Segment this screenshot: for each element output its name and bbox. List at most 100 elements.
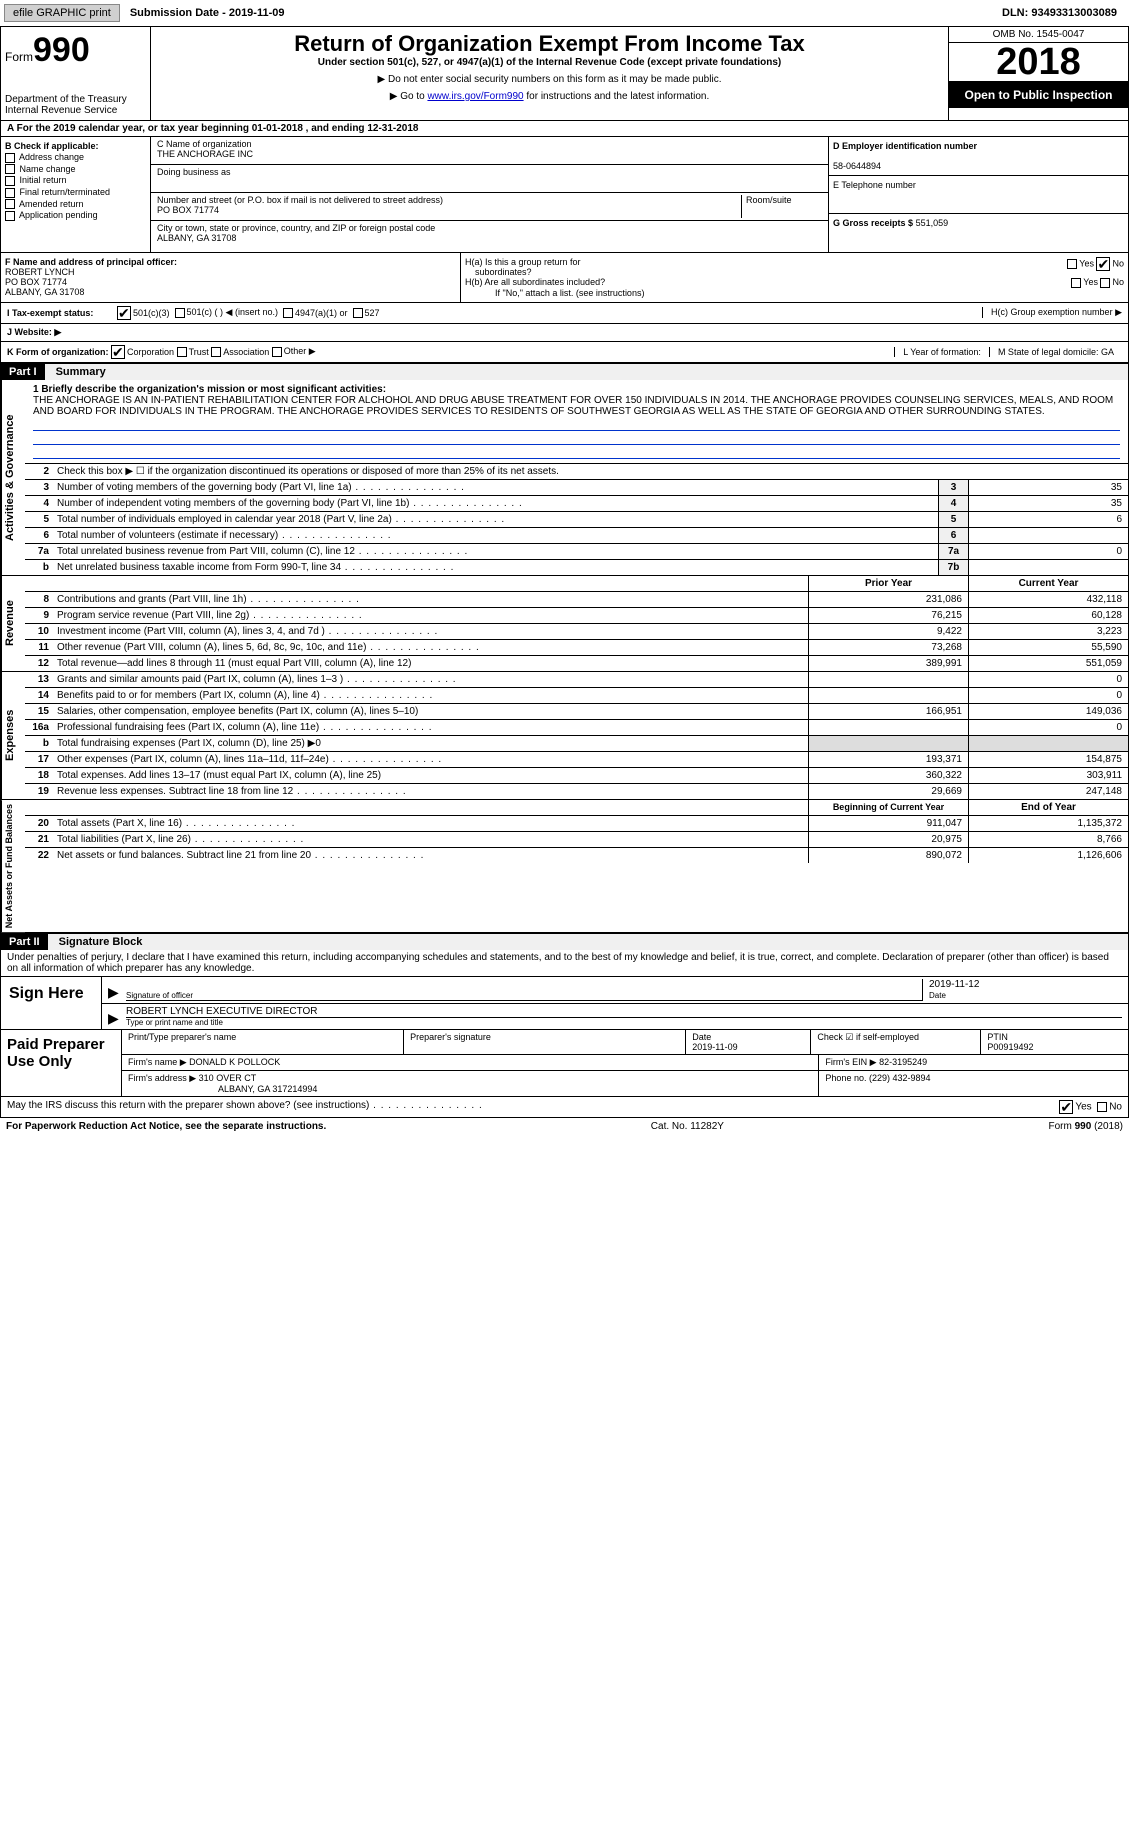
line-3-val: 35 bbox=[968, 480, 1128, 495]
col-end-year: End of Year bbox=[968, 800, 1128, 815]
part-i-hdr: Part I bbox=[1, 364, 45, 380]
line-21-curr: 8,766 bbox=[968, 832, 1128, 847]
line-9-prior: 76,215 bbox=[808, 608, 968, 623]
ein-value: 58-0644894 bbox=[833, 161, 881, 171]
footer-catno: Cat. No. 11282Y bbox=[651, 1121, 724, 1132]
mission-text: THE ANCHORAGE IS AN IN-PATIENT REHABILIT… bbox=[33, 395, 1113, 417]
firm-addr-1: 310 OVER CT bbox=[199, 1073, 257, 1083]
org-name: THE ANCHORAGE INC bbox=[157, 149, 822, 159]
prep-name-label: Print/Type preparer's name bbox=[128, 1032, 236, 1042]
discuss-row: May the IRS discuss this return with the… bbox=[0, 1097, 1129, 1118]
line-20-desc: Total assets (Part X, line 16) bbox=[53, 816, 808, 831]
prep-sig-label: Preparer's signature bbox=[410, 1032, 491, 1042]
form-number: Form990 bbox=[5, 31, 146, 70]
form-header: Form990 Department of the Treasury Inter… bbox=[0, 27, 1129, 121]
gross-receipts-label: G Gross receipts $ bbox=[833, 218, 913, 228]
room-suite-label: Room/suite bbox=[742, 195, 822, 218]
firm-phone: (229) 432-9894 bbox=[869, 1073, 931, 1083]
chk-501c3[interactable] bbox=[117, 306, 131, 320]
line-17-prior: 193,371 bbox=[808, 752, 968, 767]
part-i-title: Summary bbox=[48, 366, 106, 378]
line-14-curr: 0 bbox=[968, 688, 1128, 703]
line-7b-val bbox=[968, 560, 1128, 575]
line-20-curr: 1,135,372 bbox=[968, 816, 1128, 831]
vtab-governance: Activities & Governance bbox=[1, 380, 25, 575]
line-20-prior: 911,047 bbox=[808, 816, 968, 831]
line-16b-desc: Total fundraising expenses (Part IX, col… bbox=[53, 736, 808, 751]
line-21-desc: Total liabilities (Part X, line 26) bbox=[53, 832, 808, 847]
row-a-tax-year: A For the 2019 calendar year, or tax yea… bbox=[0, 121, 1129, 137]
paid-preparer-block: Paid Preparer Use Only Print/Type prepar… bbox=[0, 1030, 1129, 1097]
arrow-icon: ▶ bbox=[108, 984, 126, 1001]
line-7b-desc: Net unrelated business taxable income fr… bbox=[53, 560, 938, 575]
line-17-desc: Other expenses (Part IX, column (A), lin… bbox=[53, 752, 808, 767]
chk-corporation[interactable] bbox=[111, 345, 125, 359]
chk-application-pending[interactable]: Application pending bbox=[5, 210, 146, 221]
open-public-badge: Open to Public Inspection bbox=[949, 82, 1128, 108]
website-row: J Website: ▶ bbox=[0, 324, 1129, 342]
line-4-val: 35 bbox=[968, 496, 1128, 511]
vtab-net-assets: Net Assets or Fund Balances bbox=[1, 800, 25, 932]
line-7a-val: 0 bbox=[968, 544, 1128, 559]
line-4-desc: Number of independent voting members of … bbox=[53, 496, 938, 511]
line-8-desc: Contributions and grants (Part VIII, lin… bbox=[53, 592, 808, 607]
col-b-checkboxes: B Check if applicable: Address change Na… bbox=[1, 137, 151, 252]
line-2: Check this box ▶ ☐ if the organization d… bbox=[53, 464, 1128, 479]
org-name-label: C Name of organization bbox=[157, 139, 822, 149]
line-8-prior: 231,086 bbox=[808, 592, 968, 607]
hb-label: H(b) Are all subordinates included? bbox=[465, 277, 1071, 288]
line-16b-curr bbox=[968, 736, 1128, 751]
org-address: PO BOX 71774 bbox=[157, 205, 737, 215]
officer-name: ROBERT LYNCH bbox=[5, 267, 75, 277]
officer-addr: PO BOX 71774 bbox=[5, 277, 67, 287]
name-title-label: Type or print name and title bbox=[126, 1018, 1122, 1027]
vtab-expenses: Expenses bbox=[1, 672, 25, 799]
firm-addr-2: ALBANY, GA 317214994 bbox=[128, 1084, 317, 1094]
line-18-desc: Total expenses. Add lines 13–17 (must eq… bbox=[53, 768, 808, 783]
city-label: City or town, state or province, country… bbox=[157, 223, 822, 233]
line-11-desc: Other revenue (Part VIII, column (A), li… bbox=[53, 640, 808, 655]
ptin-value: P00919492 bbox=[987, 1042, 1033, 1052]
line-12-prior: 389,991 bbox=[808, 656, 968, 671]
line-8-curr: 432,118 bbox=[968, 592, 1128, 607]
chk-initial-return[interactable]: Initial return bbox=[5, 175, 146, 186]
irs-link[interactable]: www.irs.gov/Form990 bbox=[427, 91, 523, 102]
line-22-desc: Net assets or fund balances. Subtract li… bbox=[53, 848, 808, 863]
org-city: ALBANY, GA 31708 bbox=[157, 233, 822, 243]
self-employed-check[interactable]: Check ☑ if self-employed bbox=[817, 1032, 919, 1042]
form-title: Return of Organization Exempt From Incom… bbox=[155, 31, 944, 57]
top-bar: efile GRAPHIC print Submission Date - 20… bbox=[0, 0, 1129, 27]
line-17-curr: 154,875 bbox=[968, 752, 1128, 767]
line-11-curr: 55,590 bbox=[968, 640, 1128, 655]
firm-ein: 82-3195249 bbox=[879, 1057, 927, 1067]
line-10-prior: 9,422 bbox=[808, 624, 968, 639]
ha-label: H(a) Is this a group return for bbox=[465, 257, 581, 267]
officer-city: ALBANY, GA 31708 bbox=[5, 287, 84, 297]
declaration-text: Under penalties of perjury, I declare th… bbox=[1, 950, 1128, 976]
chk-name-change[interactable]: Name change bbox=[5, 164, 146, 175]
efile-print-button[interactable]: efile GRAPHIC print bbox=[4, 4, 120, 22]
officer-name-printed: ROBERT LYNCH EXECUTIVE DIRECTOR bbox=[126, 1006, 1122, 1018]
hb-note: If "No," attach a list. (see instruction… bbox=[465, 288, 1124, 298]
chk-final-return[interactable]: Final return/terminated bbox=[5, 187, 146, 198]
line-13-prior bbox=[808, 672, 968, 687]
tax-status-row: I Tax-exempt status: 501(c)(3) 501(c) ( … bbox=[0, 303, 1129, 324]
ha-no-check[interactable] bbox=[1096, 257, 1110, 271]
col-beginning-year: Beginning of Current Year bbox=[808, 800, 968, 815]
vtab-revenue: Revenue bbox=[1, 576, 25, 671]
page-footer: For Paperwork Reduction Act Notice, see … bbox=[0, 1118, 1129, 1135]
sign-here-label: Sign Here bbox=[1, 977, 101, 1029]
line-3-desc: Number of voting members of the governin… bbox=[53, 480, 938, 495]
line-6-desc: Total number of volunteers (estimate if … bbox=[53, 528, 938, 543]
footer-right: Form 990 (2018) bbox=[1049, 1121, 1123, 1132]
tax-year: 2018 bbox=[949, 43, 1128, 82]
col-d-numbers: D Employer identification number 58-0644… bbox=[828, 137, 1128, 252]
chk-amended-return[interactable]: Amended return bbox=[5, 199, 146, 210]
signature-block: Sign Here ▶ Signature of officer 2019-11… bbox=[0, 977, 1129, 1030]
chk-address-change[interactable]: Address change bbox=[5, 152, 146, 163]
line-9-curr: 60,128 bbox=[968, 608, 1128, 623]
ein-label: D Employer identification number bbox=[833, 141, 977, 151]
line-18-curr: 303,911 bbox=[968, 768, 1128, 783]
k-form-org-row: K Form of organization: Corporation Trus… bbox=[0, 342, 1129, 363]
discuss-yes-check[interactable] bbox=[1059, 1100, 1073, 1114]
